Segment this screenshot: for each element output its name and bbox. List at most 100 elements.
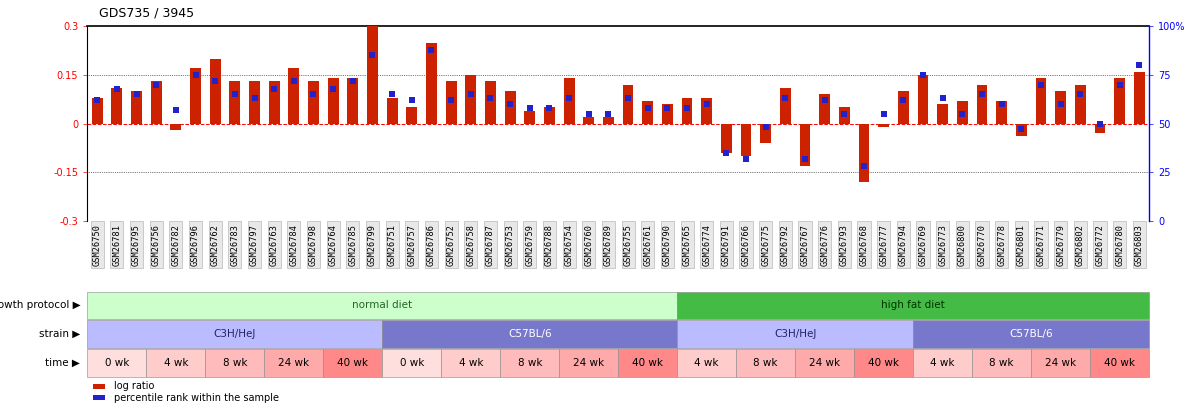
Bar — [977, 85, 988, 124]
Point — [874, 111, 893, 117]
Point — [1051, 101, 1070, 107]
Bar — [308, 81, 318, 124]
Point — [717, 149, 736, 156]
Bar — [445, 81, 456, 124]
Text: 4 wk: 4 wk — [164, 358, 188, 368]
Point — [108, 85, 127, 92]
Point — [757, 124, 776, 131]
Bar — [1094, 124, 1105, 133]
Bar — [1134, 72, 1144, 124]
Point — [638, 105, 657, 111]
Point — [304, 91, 323, 98]
Bar — [879, 124, 889, 127]
Point — [953, 111, 972, 117]
Bar — [839, 107, 850, 124]
Text: 4 wk: 4 wk — [458, 358, 484, 368]
Bar — [760, 124, 771, 143]
Bar — [956, 101, 967, 124]
Point — [245, 95, 265, 102]
Bar — [858, 124, 869, 182]
Point — [894, 97, 913, 103]
Text: 24 wk: 24 wk — [809, 358, 840, 368]
Bar — [92, 98, 103, 124]
Bar — [918, 75, 929, 124]
Point — [481, 95, 500, 102]
Bar — [819, 94, 830, 124]
Bar — [387, 98, 397, 124]
Point — [265, 85, 284, 92]
Point — [598, 111, 618, 117]
Text: 8 wk: 8 wk — [753, 358, 778, 368]
Point — [363, 52, 382, 59]
Point — [402, 97, 421, 103]
Bar — [485, 81, 496, 124]
Point — [619, 95, 638, 102]
Point — [1130, 62, 1149, 68]
Bar — [269, 81, 280, 124]
Point — [913, 72, 932, 78]
Text: GDS735 / 3945: GDS735 / 3945 — [99, 6, 194, 19]
Point — [1011, 126, 1031, 132]
Text: 4 wk: 4 wk — [694, 358, 719, 368]
Text: C3H/HeJ: C3H/HeJ — [774, 329, 816, 339]
Point — [344, 77, 363, 84]
Text: percentile rank within the sample: percentile rank within the sample — [114, 393, 279, 403]
Point — [225, 91, 244, 98]
Point — [972, 91, 991, 98]
Bar — [347, 78, 358, 124]
Text: C57BL/6: C57BL/6 — [508, 329, 552, 339]
Point — [442, 97, 461, 103]
Point — [323, 85, 342, 92]
Text: 24 wk: 24 wk — [1045, 358, 1076, 368]
Text: normal diet: normal diet — [352, 301, 413, 310]
Point — [521, 105, 540, 111]
Bar — [170, 124, 181, 130]
Bar — [1035, 78, 1046, 124]
Text: 40 wk: 40 wk — [868, 358, 899, 368]
Bar — [466, 75, 476, 124]
Text: 0 wk: 0 wk — [400, 358, 424, 368]
Bar — [524, 111, 535, 124]
Bar — [583, 117, 594, 124]
Point — [658, 105, 678, 111]
Text: 40 wk: 40 wk — [632, 358, 663, 368]
Point — [421, 47, 440, 53]
Text: 8 wk: 8 wk — [223, 358, 247, 368]
Bar — [190, 68, 201, 124]
Bar — [898, 91, 909, 124]
Point — [186, 72, 205, 78]
Bar — [328, 78, 339, 124]
Point — [678, 105, 697, 111]
Bar — [249, 81, 260, 124]
Point — [383, 91, 402, 98]
Bar — [622, 85, 633, 124]
Bar — [132, 91, 142, 124]
Text: C57BL/6: C57BL/6 — [1009, 329, 1053, 339]
Point — [461, 91, 480, 98]
Bar — [111, 88, 122, 124]
Point — [697, 101, 716, 107]
Text: 40 wk: 40 wk — [1104, 358, 1135, 368]
Text: 0 wk: 0 wk — [104, 358, 129, 368]
Bar — [209, 59, 220, 124]
Bar — [367, 26, 378, 124]
Point — [1071, 91, 1090, 98]
Point — [1032, 81, 1051, 88]
Bar — [937, 104, 948, 124]
Bar — [996, 101, 1007, 124]
Point — [540, 105, 559, 111]
Bar — [721, 124, 731, 153]
Bar — [1056, 91, 1067, 124]
Bar — [543, 107, 555, 124]
Point — [1090, 120, 1110, 127]
Point — [146, 81, 165, 88]
Text: 40 wk: 40 wk — [338, 358, 369, 368]
Text: 4 wk: 4 wk — [930, 358, 955, 368]
Point — [834, 111, 853, 117]
Point — [1110, 81, 1129, 88]
Point — [855, 163, 874, 170]
Text: log ratio: log ratio — [114, 382, 154, 391]
Point — [776, 95, 795, 102]
Bar — [662, 104, 673, 124]
Bar — [564, 78, 575, 124]
